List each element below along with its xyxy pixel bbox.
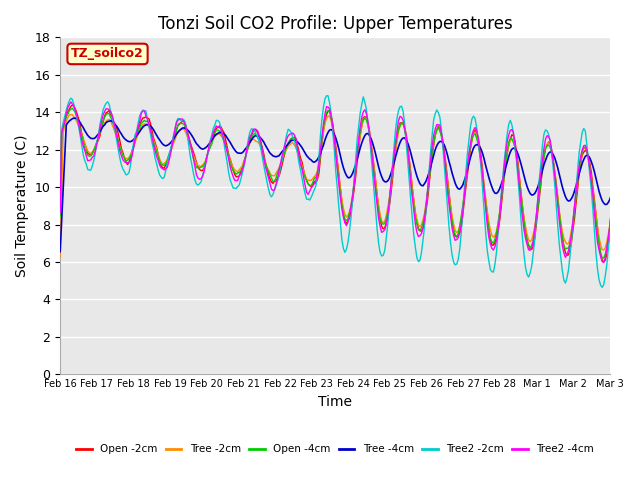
- Text: TZ_soilco2: TZ_soilco2: [71, 48, 144, 60]
- Title: Tonzi Soil CO2 Profile: Upper Temperatures: Tonzi Soil CO2 Profile: Upper Temperatur…: [157, 15, 513, 33]
- Y-axis label: Soil Temperature (C): Soil Temperature (C): [15, 134, 29, 277]
- X-axis label: Time: Time: [318, 395, 352, 409]
- Legend: Open -2cm, Tree -2cm, Open -4cm, Tree -4cm, Tree2 -2cm, Tree2 -4cm: Open -2cm, Tree -2cm, Open -4cm, Tree -4…: [72, 440, 598, 458]
